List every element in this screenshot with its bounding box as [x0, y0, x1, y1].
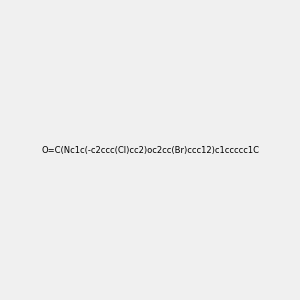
- Text: O=C(Nc1c(-c2ccc(Cl)cc2)oc2cc(Br)ccc12)c1ccccc1C: O=C(Nc1c(-c2ccc(Cl)cc2)oc2cc(Br)ccc12)c1…: [41, 146, 259, 154]
